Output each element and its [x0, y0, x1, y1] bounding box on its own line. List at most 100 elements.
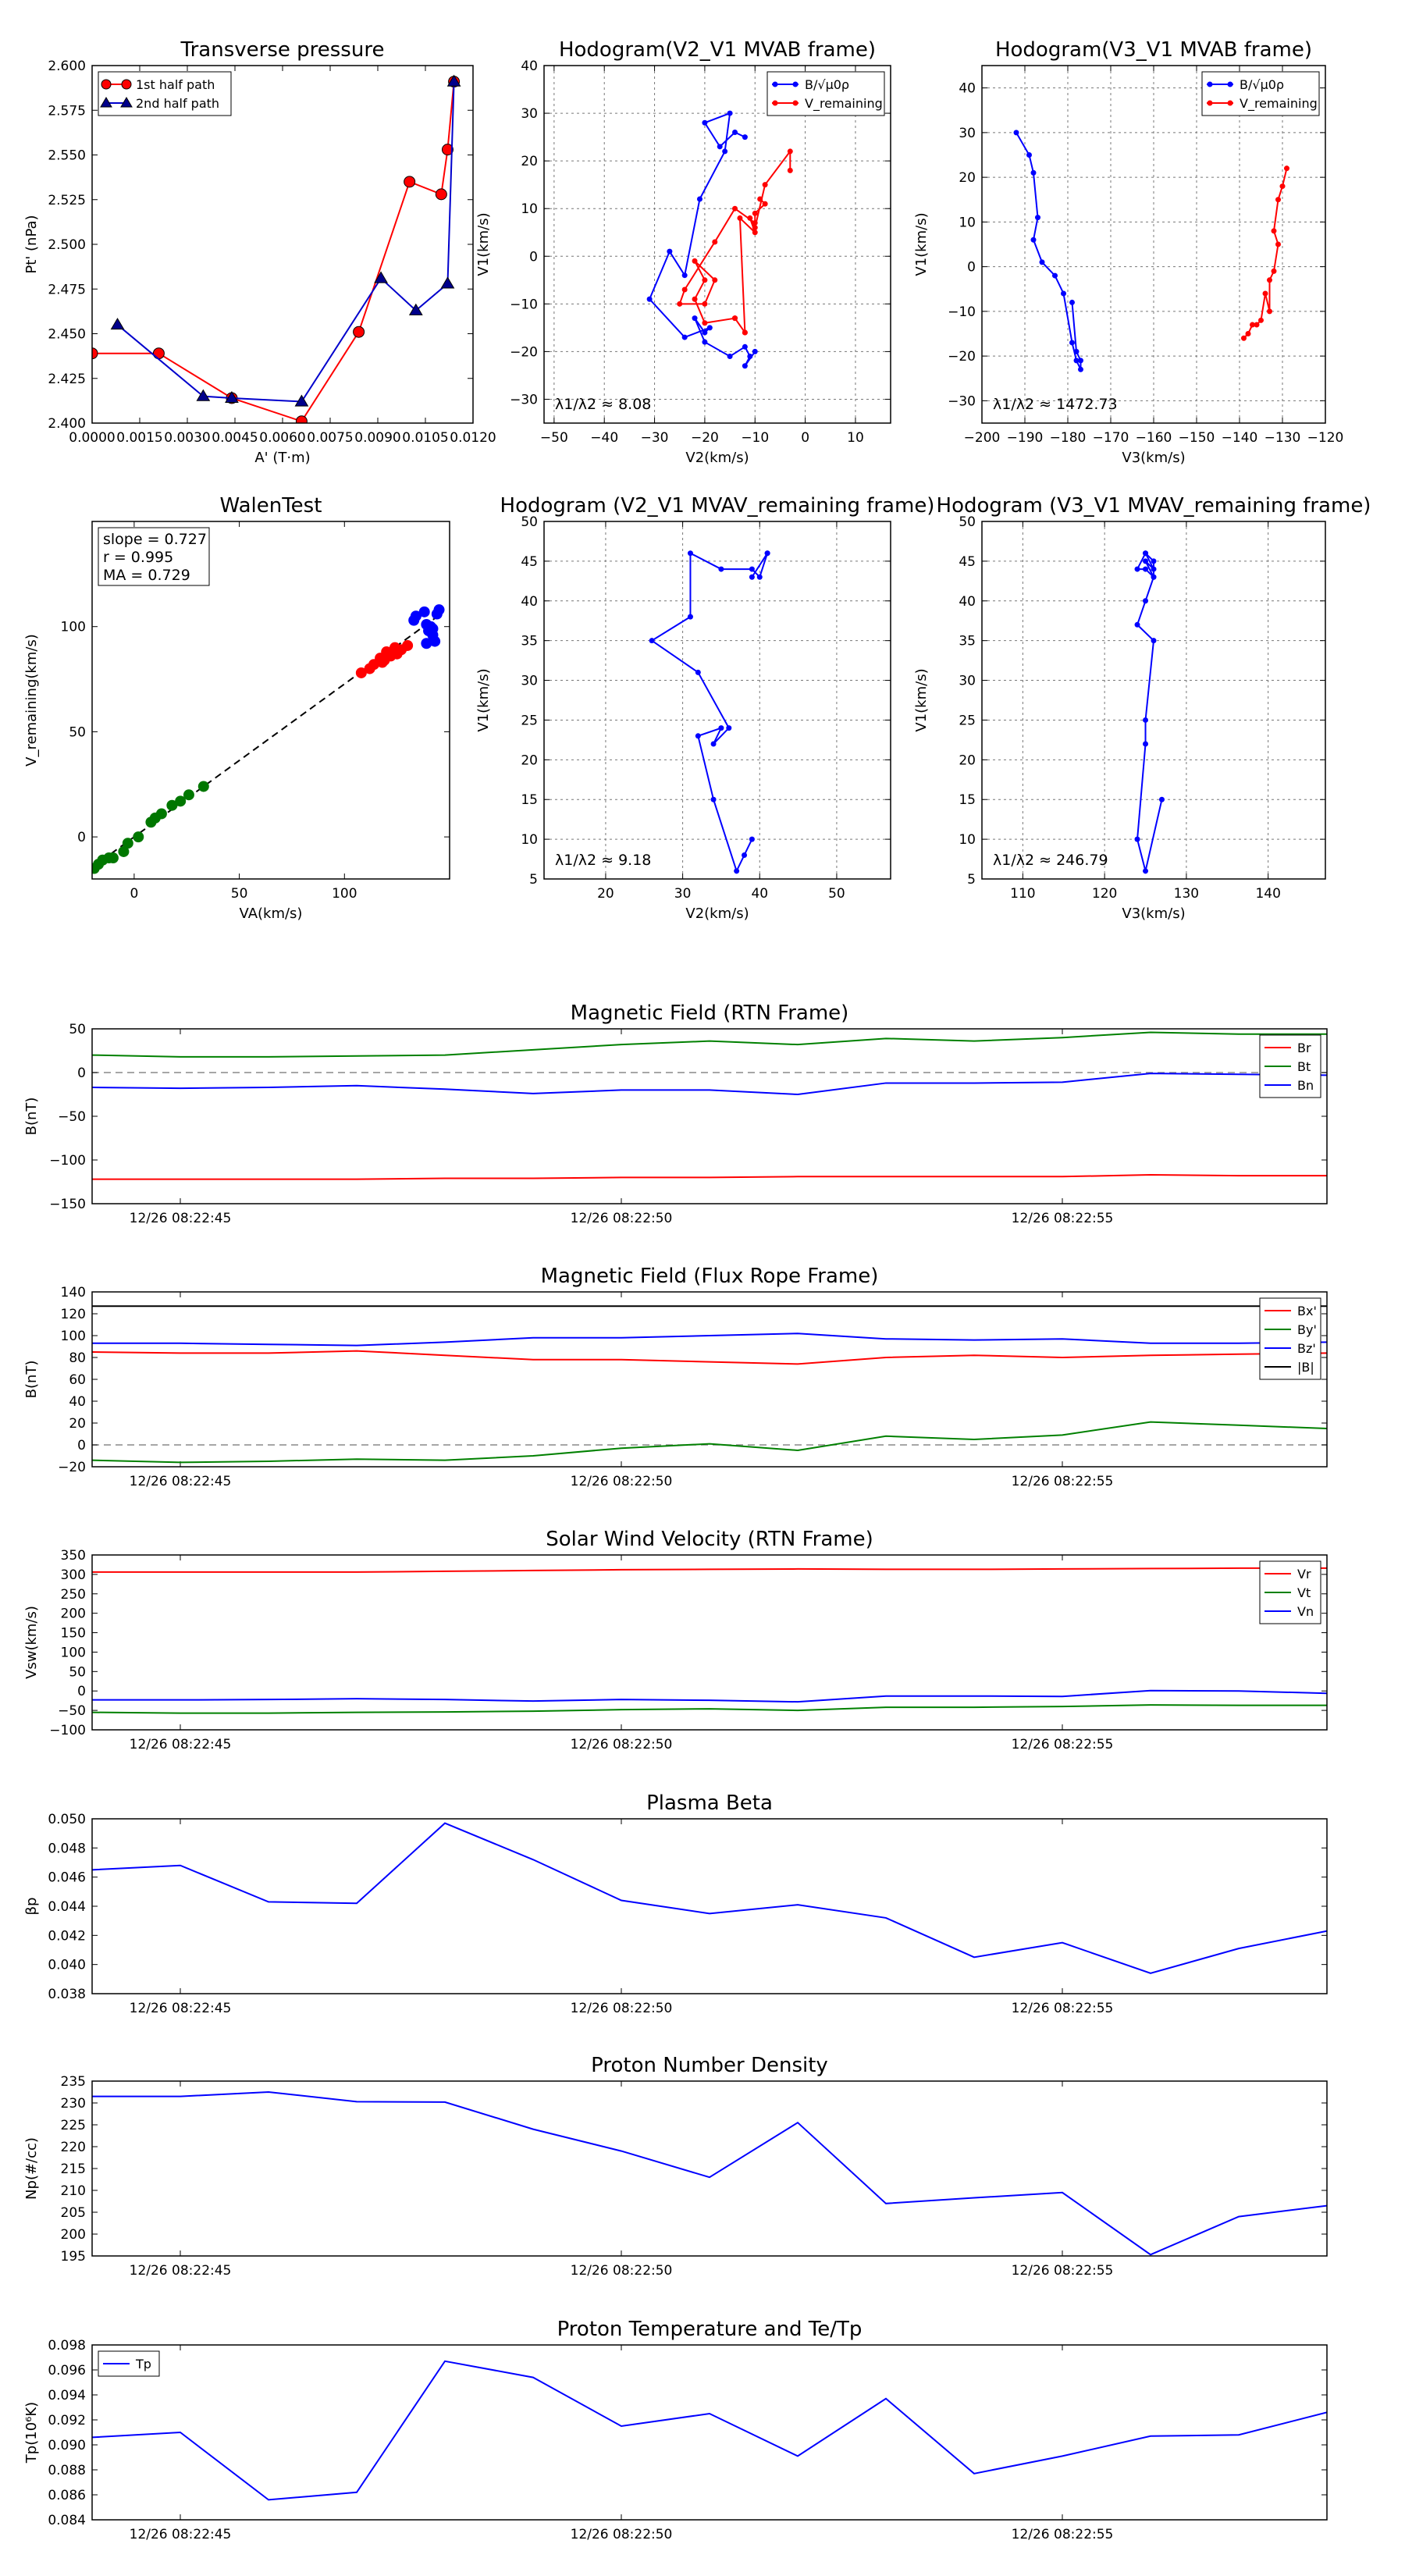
- np-ytick-label: 220: [61, 2140, 86, 2155]
- h2-ytick-label: 30: [959, 126, 976, 141]
- mf_fr-ylabel: B(nT): [23, 1361, 40, 1399]
- walen-point: [197, 781, 209, 792]
- mf_fr-xtick-label: 12/26 08:22:45: [130, 1474, 232, 1489]
- beta-ytick-label: 0.046: [48, 1870, 86, 1886]
- np-xtick-label: 12/26 08:22:45: [130, 2263, 232, 2279]
- h2-point: [1267, 308, 1272, 315]
- np-ylabel: Np(#/cc): [23, 2137, 40, 2200]
- h1-legend-marker: [792, 100, 799, 106]
- h4-point: [1143, 717, 1149, 723]
- h4-ytick-label: 20: [959, 753, 976, 768]
- h3-point: [649, 638, 655, 644]
- sw-ytick-label: 350: [61, 1548, 86, 1564]
- tp-point: [353, 326, 365, 338]
- h4-point: [1151, 638, 1157, 644]
- h2-frame: [981, 65, 1326, 424]
- h1-xtick-label: 0: [801, 430, 809, 446]
- h4-ytick-label: 15: [959, 792, 976, 808]
- h4-ytick-label: 35: [959, 634, 976, 649]
- h3-ytick-label: 20: [521, 753, 538, 768]
- walen-chart: 0 50 100 0 50 100 WalenTest VA(km/s) V_remaining…: [23, 494, 450, 922]
- tp_temp-ylabel: Tp(10⁶K): [23, 2402, 40, 2464]
- h2-ytick-label: 10: [959, 215, 976, 230]
- h1-xtick-label: −10: [741, 430, 769, 446]
- walen-xtick-label: 100: [332, 886, 357, 902]
- mf_rtn-legend-label: Bn: [1297, 1078, 1314, 1093]
- h1-title: Hodogram(V2_V1 MVAB frame): [559, 38, 876, 62]
- h4-point: [1151, 558, 1157, 564]
- mf_fr-ytick-label: 40: [69, 1394, 86, 1410]
- sw-series-vr-line: [92, 1567, 1327, 1573]
- tp_temp-series-tp-line: [92, 2360, 1327, 2501]
- h2-point: [1267, 277, 1272, 283]
- walen-ytick-label: 50: [69, 724, 86, 740]
- h3-point: [710, 741, 717, 747]
- h2-point: [1262, 290, 1268, 297]
- mf_rtn-ytick-label: −150: [49, 1197, 86, 1212]
- h1-point: [787, 148, 793, 155]
- tp-ytick-label: 2.525: [48, 193, 86, 208]
- h1-point: [702, 277, 708, 283]
- tp-xtick-label: 0.0120: [450, 430, 496, 446]
- mf_fr-ytick-label: 100: [61, 1329, 86, 1344]
- h3-ytick-label: 45: [521, 554, 538, 570]
- h1-point: [732, 315, 738, 322]
- beta-title: Plasma Beta: [646, 1791, 773, 1815]
- np-series-np-line: [92, 2090, 1327, 2256]
- h1-xtick-label: 10: [847, 430, 864, 446]
- h2-xtick-label: −180: [1050, 430, 1087, 446]
- h3-ytick-label: 40: [521, 594, 538, 610]
- tp-ytick-label: 2.500: [48, 237, 86, 253]
- tp-point: [295, 415, 308, 423]
- tp-plot-area: [92, 74, 461, 423]
- walen-point: [379, 654, 390, 666]
- h2-point: [1258, 317, 1264, 323]
- tp_temp-plot-area: [92, 2360, 1327, 2501]
- h4-ytick-label: 50: [959, 514, 976, 530]
- np-xtick-label: 12/26 08:22:55: [1012, 2263, 1114, 2279]
- h2-point: [1271, 228, 1277, 234]
- h2-xtick-label: −150: [1179, 430, 1215, 446]
- tp-legend-marker: [100, 97, 112, 108]
- sw-xtick-label: 12/26 08:22:45: [130, 1737, 232, 1752]
- mf_rtn-plot-area: [92, 1031, 1327, 1180]
- tp-legend-label: 2nd half path: [136, 96, 219, 111]
- h4-ytick-label: 5: [967, 872, 976, 888]
- h1-xlabel: V2(km/s): [685, 450, 749, 466]
- mf_fr-legend-label: Bz': [1297, 1341, 1316, 1356]
- mf_rtn-xtick-label: 12/26 08:22:55: [1012, 1211, 1114, 1226]
- h2-point: [1275, 197, 1281, 203]
- h1-xtick-label: −40: [590, 430, 618, 446]
- mf_fr-frame: [91, 1291, 1328, 1468]
- h4-point: [1143, 598, 1149, 604]
- h1-point: [787, 167, 793, 173]
- np-ytick-label: 230: [61, 2096, 86, 2112]
- h1-eigen-ratio: λ1/λ2 ≈ 8.08: [555, 396, 651, 413]
- np-plot-area: [92, 2090, 1327, 2256]
- walen-point: [391, 648, 403, 660]
- mf_rtn-ytick-label: −100: [49, 1153, 86, 1169]
- walen-point: [166, 799, 178, 811]
- h3-ytick-label: 30: [521, 674, 538, 689]
- h2-point: [1078, 366, 1083, 372]
- h4-ytick-label: 40: [959, 594, 976, 610]
- beta-ytick-label: 0.040: [48, 1958, 86, 1973]
- beta-ytick-label: 0.042: [48, 1928, 86, 1944]
- h1-point: [727, 354, 733, 360]
- h1-legend-label: V_remaining: [805, 96, 883, 112]
- tp_temp-ytick-label: 0.086: [48, 2488, 86, 2503]
- tp_temp-legend-label: Tp: [135, 2357, 151, 2371]
- walen-xlabel: VA(km/s): [240, 906, 303, 922]
- walen-point: [427, 623, 439, 635]
- np-ytick-label: 235: [61, 2074, 86, 2090]
- tp_temp-xtick-label: 12/26 08:22:50: [571, 2527, 673, 2542]
- tp-ytick-label: 2.575: [48, 103, 86, 119]
- beta-ytick-label: 0.038: [48, 1987, 86, 2002]
- np-ytick-label: 225: [61, 2118, 86, 2133]
- h4-point: [1143, 741, 1149, 747]
- sw-legend-label: Vr: [1297, 1567, 1311, 1582]
- tp-point: [408, 303, 423, 315]
- tp-xtick-label: 0.0075: [307, 430, 353, 446]
- np-chart: 12/26 08:22:45 12/26 08:22:50 12/26 08:22:…: [23, 2054, 1328, 2279]
- sw-ytick-label: 100: [61, 1645, 86, 1660]
